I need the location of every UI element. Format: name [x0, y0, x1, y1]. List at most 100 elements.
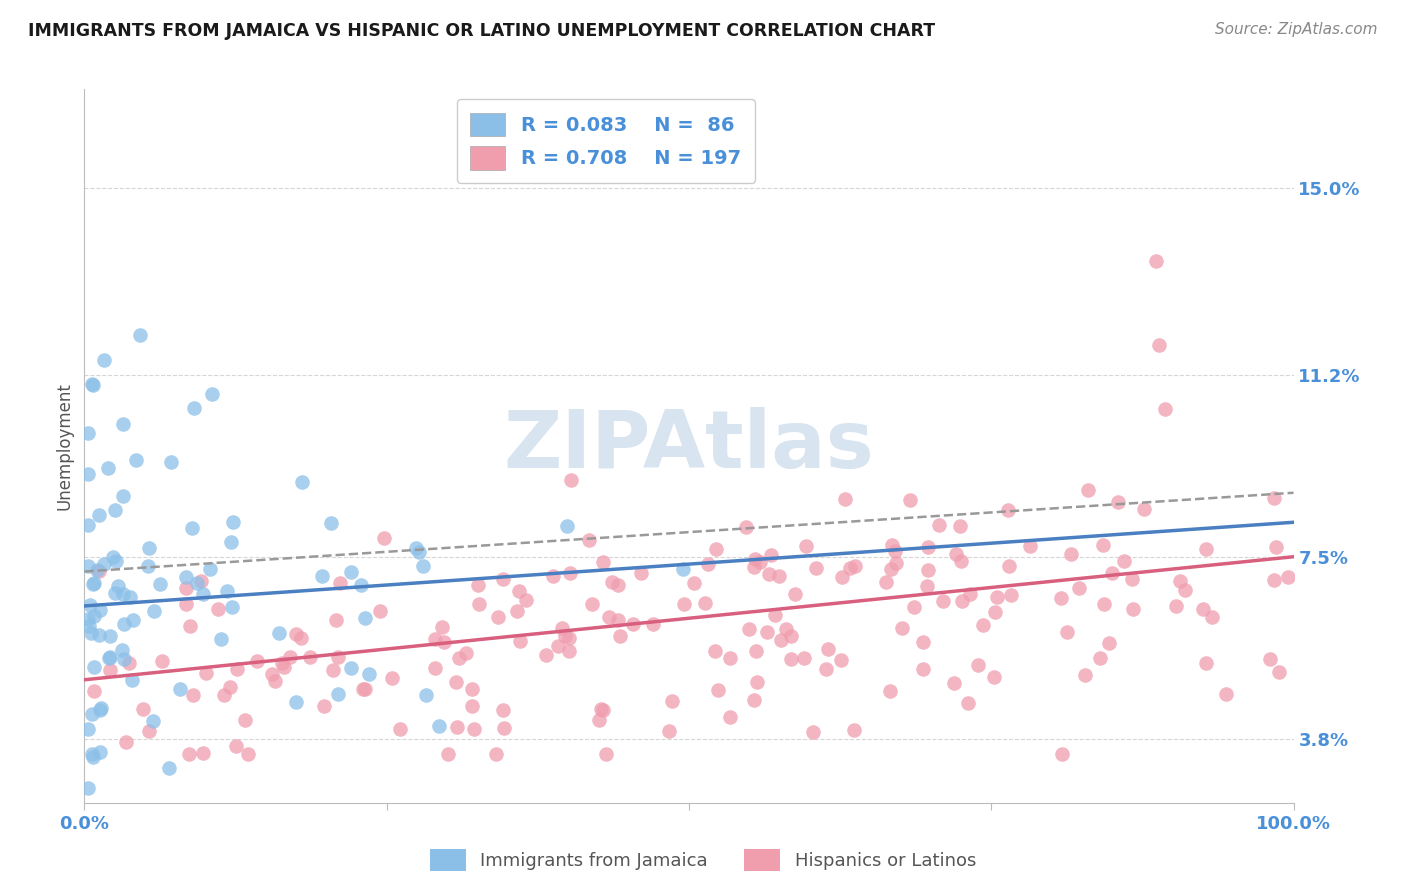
Point: [89, 602, 111, 616]
Point: [967, 658, 990, 673]
Point: [273, 660, 295, 674]
Point: [77, 426, 100, 441]
Point: [630, 566, 652, 580]
Point: [945, 547, 967, 561]
Point: [747, 674, 769, 689]
Point: [555, 518, 578, 533]
Point: [758, 567, 780, 582]
Point: [607, 578, 630, 592]
Point: [1088, 650, 1111, 665]
Point: [89, 564, 111, 578]
Point: [80, 747, 103, 761]
Point: [932, 594, 955, 608]
Point: [1067, 581, 1090, 595]
Point: [581, 597, 603, 611]
Point: [325, 613, 347, 627]
Point: [508, 584, 530, 599]
Point: [118, 656, 141, 670]
Point: [191, 587, 214, 601]
Point: [467, 578, 489, 592]
Point: [1098, 635, 1121, 649]
Point: [492, 721, 515, 735]
Point: [882, 538, 904, 552]
Point: [842, 723, 865, 737]
Point: [780, 629, 803, 643]
Point: [174, 581, 197, 595]
Point: [460, 681, 482, 696]
Point: [928, 518, 950, 533]
Point: [359, 667, 381, 681]
Point: [1147, 338, 1170, 352]
Point: [768, 568, 790, 582]
Point: [704, 644, 727, 658]
Point: [111, 489, 134, 503]
Point: [1107, 495, 1129, 509]
Point: [1263, 491, 1285, 506]
Point: [775, 622, 797, 636]
Point: [122, 613, 145, 627]
Point: [1122, 601, 1144, 615]
Point: [181, 689, 204, 703]
Point: [89, 745, 111, 759]
Point: [891, 621, 914, 635]
Point: [221, 516, 243, 530]
Point: [1077, 483, 1099, 498]
Point: [595, 747, 617, 761]
Point: [1121, 572, 1143, 586]
Point: [793, 651, 815, 665]
Point: [179, 619, 201, 633]
Text: IMMIGRANTS FROM JAMAICA VS HISPANIC OR LATINO UNEMPLOYMENT CORRELATION CHART: IMMIGRANTS FROM JAMAICA VS HISPANIC OR L…: [28, 22, 935, 40]
Point: [1195, 656, 1218, 670]
Point: [1265, 540, 1288, 554]
Point: [290, 475, 312, 489]
Point: [911, 635, 934, 649]
Point: [82, 576, 104, 591]
Point: [449, 651, 471, 665]
Point: [643, 617, 665, 632]
Point: [90, 701, 112, 715]
Point: [1277, 570, 1299, 584]
Point: [742, 560, 765, 574]
Point: [219, 535, 242, 549]
Y-axis label: Unemployment: Unemployment: [55, 382, 73, 510]
Point: [218, 680, 240, 694]
Point: [312, 698, 335, 713]
Point: [326, 687, 349, 701]
Point: [226, 662, 249, 676]
Point: [1215, 687, 1237, 701]
Point: [794, 539, 817, 553]
Point: [191, 747, 214, 761]
Point: [311, 568, 333, 582]
Point: [997, 502, 1019, 516]
Point: [136, 558, 159, 573]
Point: [830, 653, 852, 667]
Point: [446, 675, 468, 690]
Point: [917, 563, 939, 577]
Point: [554, 629, 576, 643]
Point: [485, 747, 508, 761]
Point: [745, 643, 768, 657]
Point: [433, 635, 456, 649]
Point: [505, 604, 527, 618]
Point: [111, 643, 134, 657]
Point: [1000, 588, 1022, 602]
Point: [744, 552, 766, 566]
Point: [214, 688, 236, 702]
Point: [658, 724, 681, 739]
Point: [142, 714, 165, 728]
Point: [492, 703, 515, 717]
Point: [1154, 402, 1177, 417]
Point: [77, 611, 100, 625]
Point: [983, 605, 1005, 619]
Point: [903, 600, 925, 615]
Point: [143, 604, 166, 618]
Point: [948, 518, 970, 533]
Point: [547, 640, 569, 654]
Point: [875, 574, 897, 589]
Point: [233, 713, 256, 727]
Point: [949, 553, 972, 567]
Point: [942, 676, 965, 690]
Point: [107, 579, 129, 593]
Point: [844, 558, 866, 573]
Point: [785, 587, 807, 601]
